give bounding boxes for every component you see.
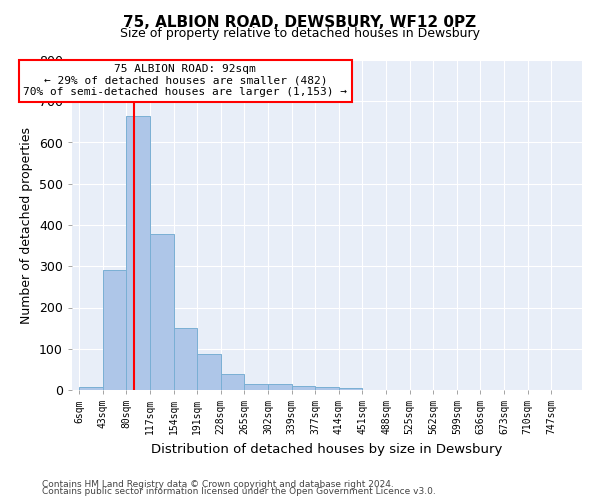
Text: Size of property relative to detached houses in Dewsbury: Size of property relative to detached ho…	[120, 28, 480, 40]
Bar	[292, 386, 315, 390]
Text: Contains public sector information licensed under the Open Government Licence v3: Contains public sector information licen…	[42, 487, 436, 496]
Bar	[150, 234, 173, 390]
Bar	[127, 116, 150, 390]
Text: 75, ALBION ROAD, DEWSBURY, WF12 0PZ: 75, ALBION ROAD, DEWSBURY, WF12 0PZ	[124, 15, 476, 30]
Bar	[339, 388, 362, 390]
Bar	[173, 328, 197, 390]
Y-axis label: Number of detached properties: Number of detached properties	[20, 126, 34, 324]
Bar	[268, 384, 292, 390]
Bar	[79, 386, 103, 390]
Bar	[244, 384, 268, 390]
X-axis label: Distribution of detached houses by size in Dewsbury: Distribution of detached houses by size …	[151, 442, 503, 456]
Bar	[197, 354, 221, 390]
Bar	[221, 374, 244, 390]
Text: 75 ALBION ROAD: 92sqm
← 29% of detached houses are smaller (482)
70% of semi-det: 75 ALBION ROAD: 92sqm ← 29% of detached …	[23, 64, 347, 97]
Bar	[103, 270, 127, 390]
Bar	[315, 386, 339, 390]
Text: Contains HM Land Registry data © Crown copyright and database right 2024.: Contains HM Land Registry data © Crown c…	[42, 480, 394, 489]
